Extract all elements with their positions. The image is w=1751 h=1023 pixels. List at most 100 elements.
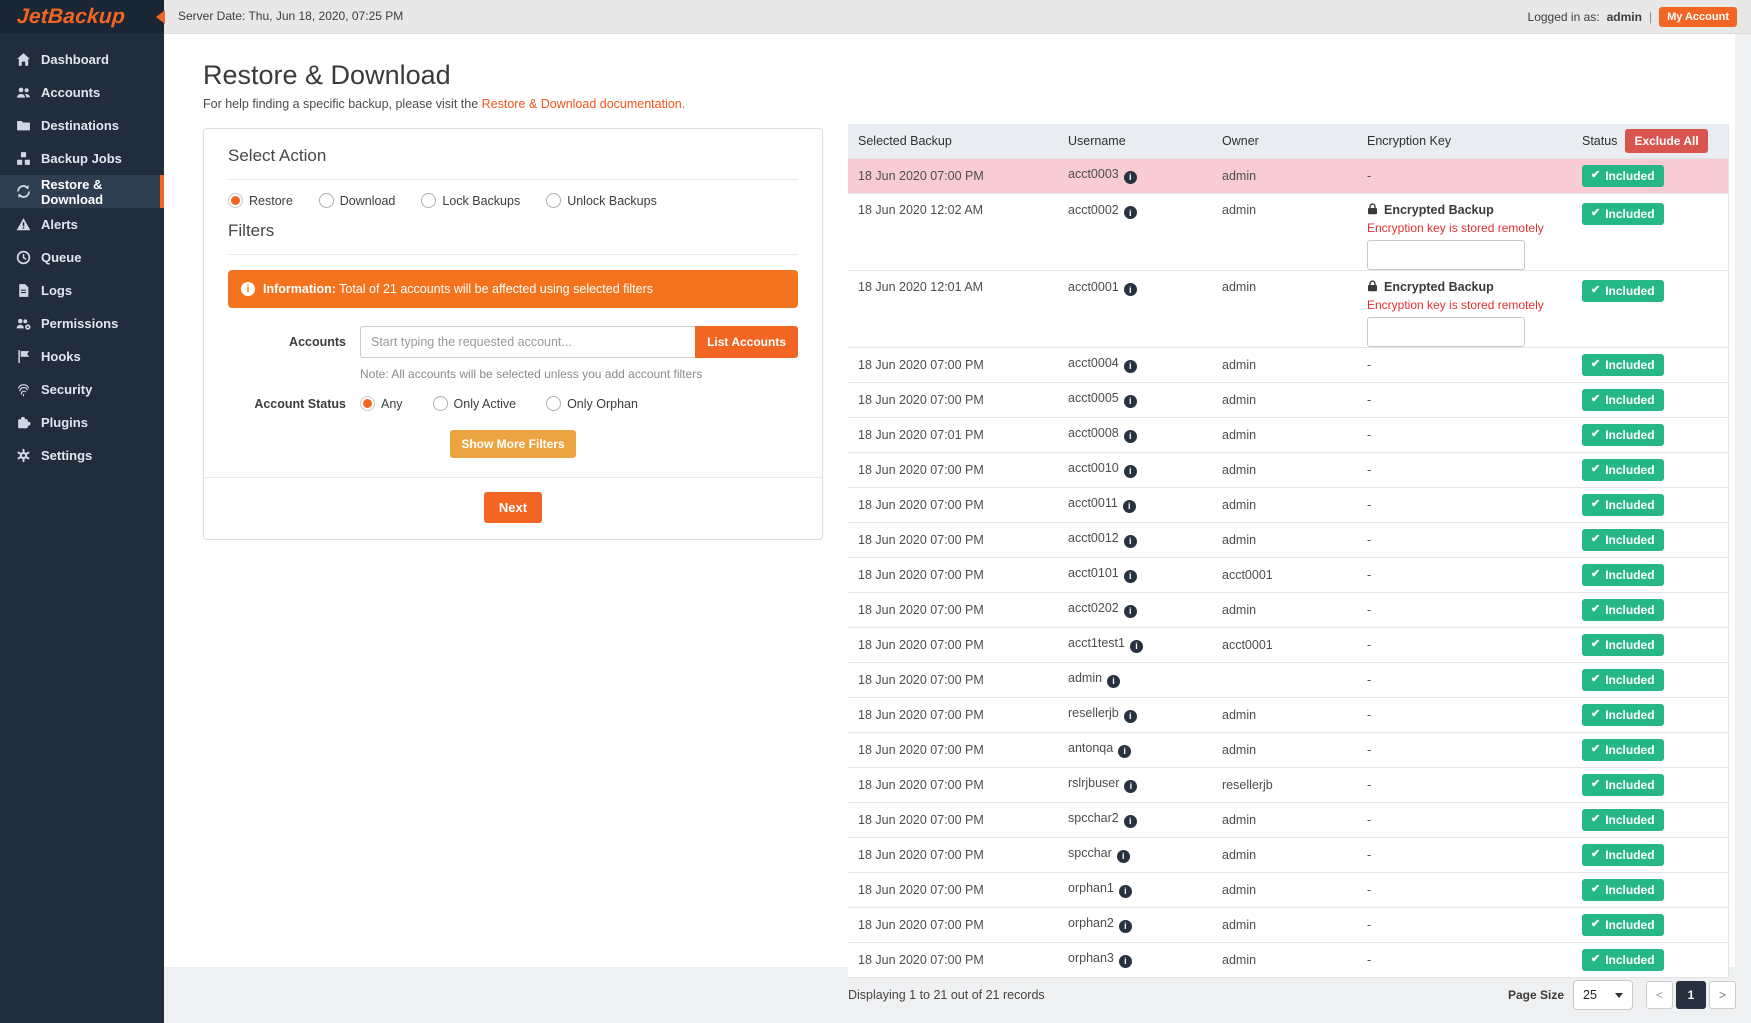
sidebar-item-label: Accounts [41, 85, 101, 100]
included-label: Included [1605, 742, 1655, 757]
info-icon[interactable]: i [1122, 499, 1136, 513]
sidebar-item-settings[interactable]: Settings [0, 439, 164, 472]
info-icon[interactable]: i [1123, 604, 1137, 618]
included-badge[interactable]: ✔ Included [1582, 948, 1664, 971]
sidebar-item-hooks[interactable]: Hooks [0, 340, 164, 373]
prev-page-button[interactable]: < [1646, 981, 1673, 1009]
documentation-link[interactable]: Restore & Download documentation. [481, 96, 686, 111]
encryption-cell: Encrypted Backup Encryption key is stored… [1357, 192, 1572, 270]
status-radio-only-active[interactable]: Only Active [432, 396, 516, 411]
sidebar-item-dashboard[interactable]: Dashboard [0, 43, 164, 76]
info-icon[interactable]: i [1123, 569, 1137, 583]
included-badge[interactable]: ✔ Included [1582, 633, 1664, 656]
action-radio-download[interactable]: Download [318, 193, 395, 208]
sidebar-item-accounts[interactable]: Accounts [0, 76, 164, 109]
encryption-key-input[interactable] [1367, 239, 1525, 270]
info-icon[interactable]: i [1123, 709, 1137, 723]
included-badge[interactable]: ✔ Included [1582, 598, 1664, 621]
included-badge[interactable]: ✔ Included [1582, 843, 1664, 866]
info-icon[interactable]: i [1123, 534, 1137, 548]
included-badge[interactable]: ✔ Included [1582, 668, 1664, 691]
info-icon[interactable]: i [1123, 464, 1137, 478]
sidebar-item-destinations[interactable]: Destinations [0, 109, 164, 142]
info-icon[interactable]: i [1123, 206, 1137, 219]
current-page-button[interactable]: 1 [1676, 981, 1706, 1009]
status-radio-any[interactable]: Any [360, 396, 403, 411]
info-icon[interactable]: i [1123, 170, 1137, 184]
info-icon[interactable]: i [1123, 359, 1137, 373]
check-icon: ✔ [1591, 428, 1601, 440]
page-size-label: Page Size [1507, 988, 1564, 1002]
show-more-filters-button[interactable]: Show More Filters [450, 430, 576, 458]
jetbackup-logo[interactable]: JetBackup [16, 4, 126, 28]
included-badge[interactable]: ✔ Included [1582, 458, 1664, 481]
backup-date-cell: 18 Jun 2020 07:00 PM [848, 661, 1058, 697]
col-selected-backup-header: Selected Backup [858, 133, 952, 148]
sidebar-item-backup-jobs[interactable]: Backup Jobs [0, 142, 164, 175]
action-radio-unlock-backups[interactable]: Unlock Backups [546, 193, 657, 208]
check-icon: ✔ [1591, 918, 1601, 930]
included-badge[interactable]: ✔ Included [1582, 563, 1664, 586]
accounts-search-input[interactable] [360, 326, 696, 358]
included-badge[interactable]: ✔ Included [1582, 423, 1664, 446]
next-page-button[interactable]: > [1709, 981, 1736, 1009]
backup-date-cell: 18 Jun 2020 12:01 AM [848, 269, 1058, 347]
info-icon[interactable]: i [1107, 674, 1121, 688]
action-radio-lock-backups[interactable]: Lock Backups [421, 193, 520, 208]
radio-label: Unlock Backups [567, 193, 657, 208]
sidebar-item-permissions[interactable]: Permissions [0, 307, 164, 340]
backup-date-cell: 18 Jun 2020 07:00 PM [848, 556, 1058, 592]
action-radio-restore[interactable]: Restore [228, 193, 293, 208]
encryption-key-input[interactable] [1367, 316, 1525, 347]
info-icon[interactable]: i [1123, 283, 1137, 296]
included-label: Included [1605, 427, 1655, 442]
radio-label: Restore [249, 193, 293, 208]
included-badge[interactable]: ✔ Included [1582, 279, 1664, 302]
username-cell: acct0001 i [1058, 269, 1212, 347]
info-icon[interactable]: i [1124, 779, 1138, 793]
table-row: 18 Jun 2020 07:00 PM acct0101 i acct0001- ✔ I… [848, 556, 1728, 592]
sidebar-item-logs[interactable]: Logs [0, 274, 164, 307]
included-badge[interactable]: ✔ Included [1582, 353, 1664, 376]
page-size-select[interactable]: 25 [1573, 980, 1633, 1010]
info-icon[interactable]: i [1129, 639, 1143, 653]
info-icon[interactable]: i [1123, 429, 1137, 443]
next-button[interactable]: Next [483, 492, 543, 523]
sidebar-item-alerts[interactable]: Alerts [0, 208, 164, 241]
info-icon[interactable]: i [1118, 744, 1132, 758]
included-badge[interactable]: ✔ Included [1582, 738, 1664, 761]
table-row: 18 Jun 2020 07:00 PM spcchar2 i admin - ✔ Incl… [848, 801, 1728, 837]
included-badge[interactable]: ✔ Included [1582, 493, 1664, 516]
my-account-button[interactable]: My Account [1659, 6, 1737, 27]
included-badge[interactable]: ✔ Included [1582, 913, 1664, 936]
username-cell: orphan2 i [1058, 906, 1212, 942]
sidebar-item-restore-download[interactable]: Restore & Download [0, 175, 164, 208]
sidebar-item-plugins[interactable]: Plugins [0, 406, 164, 439]
info-icon[interactable]: i [1118, 919, 1132, 933]
included-badge[interactable]: ✔ Included [1582, 528, 1664, 551]
server-date: Server Date: Thu, Jun 18, 2020, 07:25 PM [178, 9, 404, 23]
included-badge[interactable]: ✔ Included [1582, 703, 1664, 726]
status-cell: ✔ Included [1572, 521, 1728, 557]
included-badge[interactable]: ✔ Included [1582, 773, 1664, 796]
backup-date-cell: 18 Jun 2020 07:00 PM [848, 836, 1058, 872]
info-icon[interactable]: i [1123, 814, 1137, 828]
included-label: Included [1605, 462, 1655, 477]
included-badge[interactable]: ✔ Included [1582, 878, 1664, 901]
encryption-cell: Encrypted Backup Encryption key is stored… [1357, 269, 1572, 347]
exclude-all-button[interactable]: Exclude All [1625, 128, 1708, 153]
username-cell: acct0101 i [1058, 556, 1212, 592]
included-badge[interactable]: ✔ Included [1582, 164, 1664, 187]
included-badge[interactable]: ✔ Included [1582, 808, 1664, 831]
included-badge[interactable]: ✔ Included [1582, 202, 1664, 225]
info-icon[interactable]: i [1123, 394, 1137, 408]
included-badge[interactable]: ✔ Included [1582, 388, 1664, 411]
info-icon[interactable]: i [1118, 884, 1132, 898]
status-radio-only-orphan[interactable]: Only Orphan [546, 396, 638, 411]
sidebar-item-queue[interactable]: Queue [0, 241, 164, 274]
sidebar-item-security[interactable]: Security [0, 373, 164, 406]
info-icon[interactable]: i [1118, 954, 1132, 968]
list-accounts-button[interactable]: List Accounts [695, 326, 798, 358]
sidebar-item-label: Backup Jobs [41, 151, 122, 166]
info-icon[interactable]: i [1116, 849, 1130, 863]
